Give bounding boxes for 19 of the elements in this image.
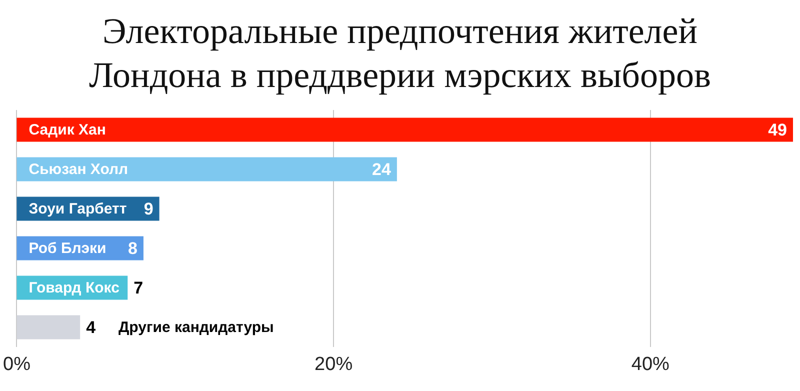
data-label: 8 [128, 238, 138, 258]
data-label: 4 [86, 318, 96, 337]
x-tick-label: 0% [2, 354, 31, 375]
data-label: 49 [768, 120, 787, 140]
y-tick-label: Говард Кокс [28, 279, 120, 296]
y-tick-label: Зоуи Гарбетт [28, 200, 127, 218]
chart-title: Электоральные предпочтения жителей Лондона в преддверии мэрских выборов [89, 11, 711, 95]
data-label: 24 [372, 160, 392, 179]
y-tick-label: Сьюзан Холл [28, 160, 128, 178]
y-tick-label: Садик Хан [28, 121, 106, 138]
y-tick-label: Другие кандидатуры [118, 318, 274, 336]
x-tick-label: 40% [631, 354, 670, 375]
data-label: 9 [144, 199, 154, 218]
data-label: 7 [134, 278, 144, 298]
bar [16, 315, 80, 340]
bar [16, 157, 397, 182]
bar [16, 118, 793, 142]
x-tick-label: 20% [314, 354, 353, 375]
y-tick-label: Роб Блэки [28, 240, 106, 257]
